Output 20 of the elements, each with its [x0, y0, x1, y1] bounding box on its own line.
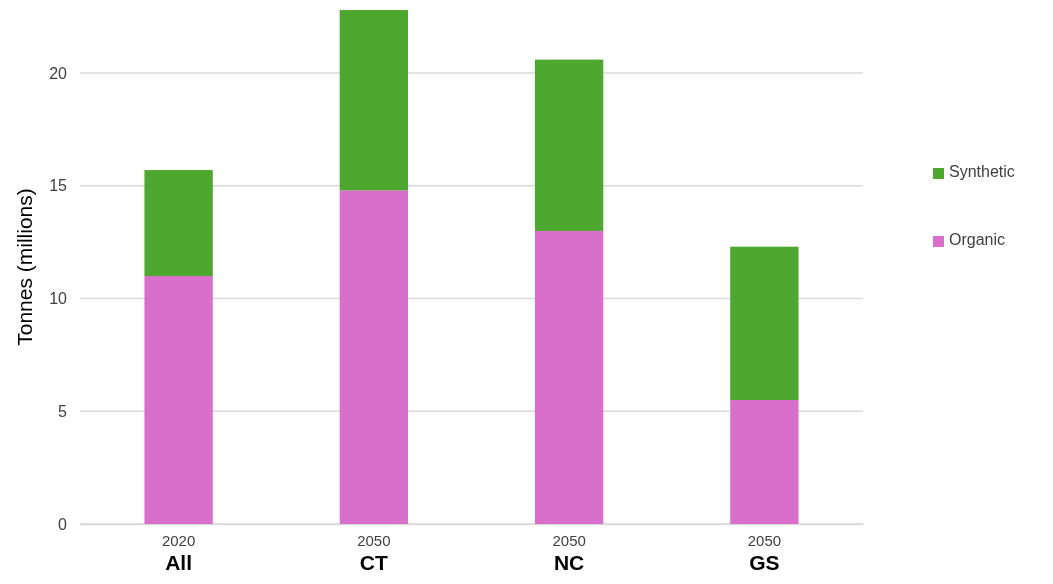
- legend-label: Synthetic: [949, 163, 1015, 180]
- bar: [339, 190, 409, 524]
- legend-label: Organic: [949, 231, 1006, 248]
- y-tick-label: 0: [58, 515, 68, 533]
- y-tick-label: 15: [49, 177, 68, 195]
- x-tick-label: 2050 CT: [357, 532, 391, 574]
- bar: [144, 170, 213, 277]
- y-tick-label: 5: [58, 402, 68, 420]
- x-tick-label: 2050 NC: [552, 532, 586, 574]
- bar: [339, 10, 409, 191]
- y-tick-label: 20: [49, 64, 68, 82]
- x-tick-label: 2020 All: [161, 532, 196, 574]
- y-axis-title: Tonnes (millions): [13, 188, 36, 346]
- bar: [730, 400, 799, 524]
- bar: [730, 246, 799, 401]
- bar: [534, 230, 604, 524]
- bar: [534, 59, 604, 231]
- bar: [144, 276, 213, 524]
- x-tick-label: 2050 GS: [747, 532, 782, 574]
- y-tick-label: 10: [49, 290, 68, 308]
